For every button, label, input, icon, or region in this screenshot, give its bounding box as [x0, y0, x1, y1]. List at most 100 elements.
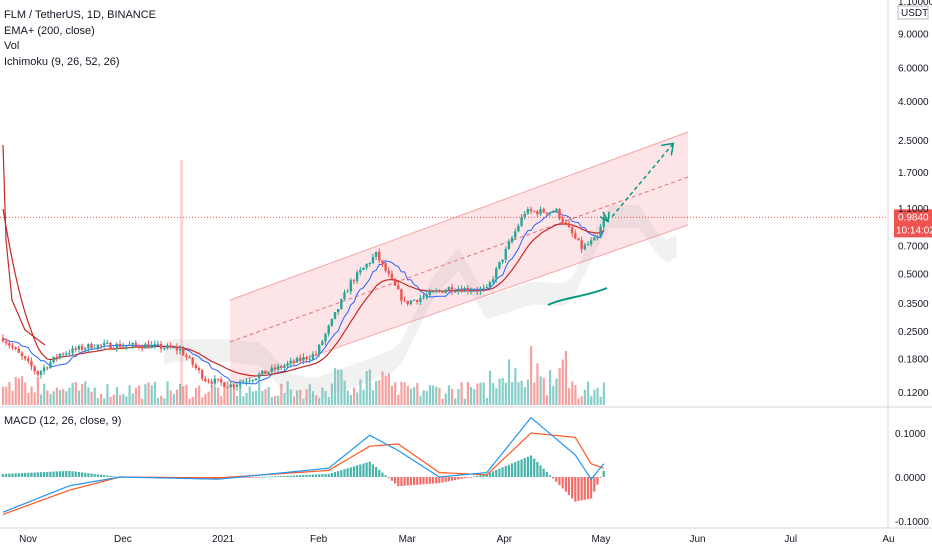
candle-body [4, 341, 8, 344]
candle-body [447, 287, 451, 291]
candle-body [504, 248, 507, 260]
volume-bar [558, 368, 561, 405]
candle-body [302, 357, 305, 361]
candle-body [216, 378, 220, 380]
candle-body [425, 294, 428, 297]
candle-body [324, 333, 327, 342]
volume-bar [65, 391, 68, 405]
macd-line [2, 416, 605, 513]
macd-histogram-bar [384, 475, 387, 477]
time-tick-label: Nov [19, 534, 37, 545]
volume-bar [498, 378, 501, 405]
candle-body [580, 240, 583, 250]
candle-body [488, 282, 492, 287]
volume-bar [36, 376, 39, 405]
channel-fill [230, 132, 688, 385]
macd-histogram-bar [438, 477, 441, 484]
candle-body [602, 217, 605, 227]
candle-body [327, 325, 330, 334]
macd-histogram-bar [273, 476, 277, 478]
macd-histogram-bar [49, 471, 52, 477]
volume-bar [283, 392, 286, 405]
candle-body [39, 371, 43, 375]
macd-histogram-bar [308, 474, 311, 477]
volume-bar [337, 369, 340, 405]
macd-histogram-bar [520, 459, 523, 477]
macd-histogram-bar [561, 477, 564, 489]
volume-bar [571, 381, 574, 405]
candle-body [479, 288, 482, 292]
macd-histogram-bar [43, 472, 46, 477]
ema-legend[interactable]: EMA+ (200, close) [4, 25, 95, 37]
volume-bar [8, 381, 11, 405]
candle-body [406, 300, 409, 305]
volume-bar [39, 394, 43, 405]
candle-body [99, 344, 103, 346]
macd-legend[interactable]: MACD (12, 26, close, 9) [4, 415, 122, 427]
candle-body [378, 251, 381, 261]
volume-bars [2, 160, 605, 405]
candle-body [156, 343, 160, 345]
macd-histogram-bar [495, 469, 498, 477]
candle-body [125, 345, 128, 347]
candle-body [163, 348, 166, 350]
volume-bar [580, 396, 583, 405]
macd-histogram-bar [245, 477, 248, 478]
volume-bar [131, 393, 134, 405]
volume-bar [156, 397, 160, 405]
candle-body [20, 352, 24, 357]
volume-bar [526, 379, 530, 405]
macd-histogram-bar [441, 477, 444, 483]
vol-legend[interactable]: Vol [4, 40, 20, 52]
time-tick-label: Au [882, 534, 894, 545]
macd-histogram-bar [473, 476, 476, 478]
candle-body [147, 344, 150, 349]
volume-bar [11, 390, 14, 405]
candle-body [90, 343, 93, 349]
macd-histogram-bar [251, 477, 254, 478]
candle-body [444, 290, 447, 293]
candle-body [140, 347, 144, 349]
candle-body [384, 263, 387, 271]
candle-body [87, 343, 90, 349]
macd-histogram-bar [564, 477, 567, 492]
candle-body [8, 343, 11, 346]
macd-histogram-bar [280, 476, 283, 477]
candle-body [314, 354, 318, 356]
volume-bar [397, 394, 400, 405]
macd-histogram-bar [289, 475, 292, 477]
volume-bar [264, 389, 267, 405]
volume-bar [68, 387, 71, 405]
candle-body [273, 367, 277, 370]
volume-bar [210, 385, 213, 405]
candle-body [523, 213, 526, 218]
volume-bar [530, 346, 533, 405]
volume-bar [403, 382, 406, 405]
candle-body [533, 211, 536, 213]
candle-body [593, 237, 596, 241]
volume-bar [213, 386, 217, 405]
volume-bar [432, 385, 435, 405]
volume-bar [340, 369, 343, 405]
candle-body [551, 211, 555, 213]
volume-bar [479, 382, 482, 405]
macd-histogram-bar [359, 464, 362, 477]
macd-histogram-bar [352, 466, 356, 477]
volume-bar [137, 385, 141, 405]
volume-bar [583, 389, 586, 405]
currency-box [897, 5, 929, 20]
volume-bar [473, 389, 476, 405]
volume-bar [327, 396, 330, 405]
candle-body [106, 342, 109, 344]
ichimoku-legend[interactable]: Ichimoku (9, 26, 52, 26) [4, 56, 120, 68]
macd-histogram-bar [577, 477, 580, 502]
projection-arrows[interactable] [599, 142, 675, 223]
candle-body [434, 290, 438, 292]
candle-body [109, 342, 112, 349]
volume-bar [359, 379, 362, 405]
volume-bar [574, 385, 577, 405]
symbol-title[interactable]: FLM / TetherUS, 1D, BINANCE [4, 9, 157, 21]
candle-body [333, 312, 337, 319]
candle-body [501, 259, 504, 262]
